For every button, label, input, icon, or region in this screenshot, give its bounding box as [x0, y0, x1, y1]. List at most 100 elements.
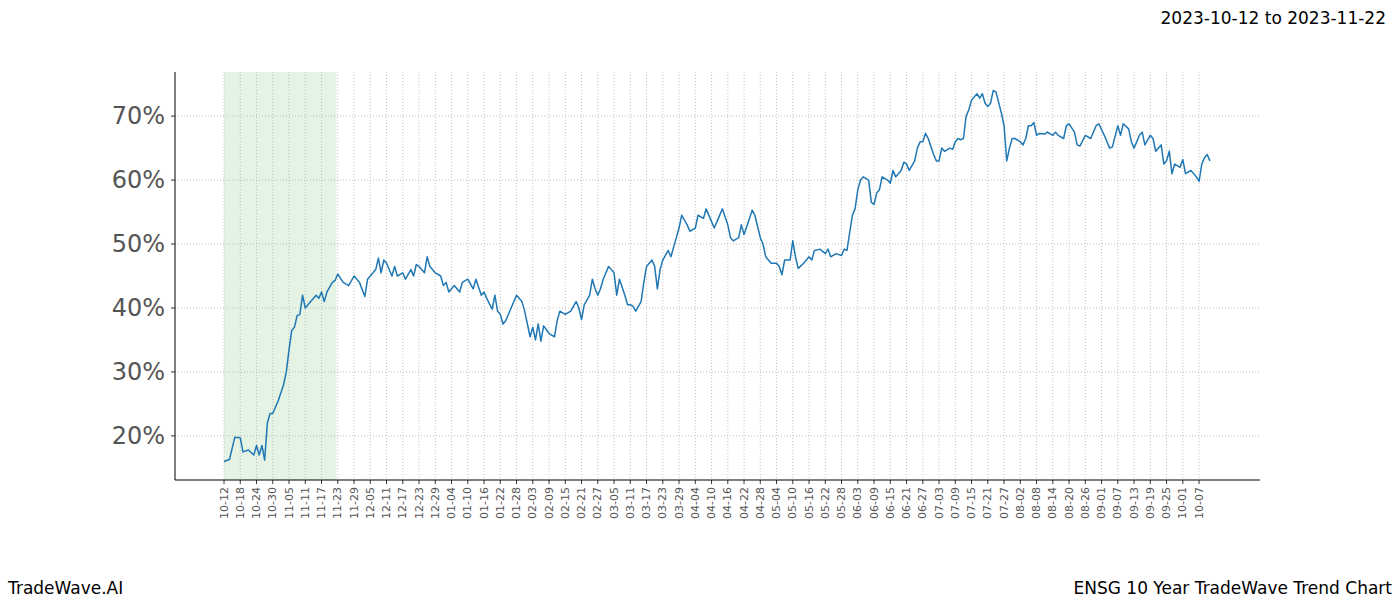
x-tick: [1199, 480, 1200, 484]
x-tick: [500, 480, 501, 484]
x-grid-line: [630, 72, 631, 480]
y-tick: [171, 180, 175, 181]
x-tick: [1150, 480, 1151, 484]
x-tick-label: 06-27: [916, 487, 929, 519]
chart-container: 20%30%40%50%60%70%10-1210-1810-2410-3011…: [0, 0, 1400, 600]
x-grid-line: [484, 72, 485, 480]
x-tick: [451, 480, 452, 484]
x-tick: [825, 480, 826, 484]
x-tick-label: 05-04: [770, 487, 783, 519]
x-grid-line: [1052, 72, 1053, 480]
x-grid-line: [516, 72, 517, 480]
x-tick: [1101, 480, 1102, 484]
trend-line: [224, 91, 1210, 462]
x-tick-label: 12-23: [413, 487, 426, 519]
x-tick: [256, 480, 257, 484]
x-grid-line: [841, 72, 842, 480]
x-grid-line: [1166, 72, 1167, 480]
source: TradeWave.AI: [7, 578, 123, 598]
x-grid-line: [955, 72, 956, 480]
x-tick-label: 06-09: [868, 487, 881, 519]
x-tick: [337, 480, 338, 484]
x-tick-label: 01-04: [445, 487, 458, 519]
x-grid-line: [1020, 72, 1021, 480]
x-tick: [321, 480, 322, 484]
x-grid-line: [597, 72, 598, 480]
x-tick: [549, 480, 550, 484]
y-tick: [171, 116, 175, 117]
x-tick-label: 03-17: [640, 487, 653, 519]
x-grid-line: [890, 72, 891, 480]
x-tick: [565, 480, 566, 484]
x-tick: [841, 480, 842, 484]
x-tick-label: 09-01: [1095, 487, 1108, 519]
y-tick-label: 50%: [112, 230, 165, 258]
x-tick: [890, 480, 891, 484]
y-tick-label: 30%: [112, 358, 165, 386]
x-grid-line: [1199, 72, 1200, 480]
x-tick-label: 03-11: [624, 487, 637, 519]
x-tick: [305, 480, 306, 484]
x-grid-line: [760, 72, 761, 480]
x-tick-label: 04-22: [738, 487, 751, 519]
x-tick: [581, 480, 582, 484]
x-tick: [402, 480, 403, 484]
x-tick: [614, 480, 615, 484]
x-grid-line: [809, 72, 810, 480]
x-grid-line: [679, 72, 680, 480]
x-tick: [1085, 480, 1086, 484]
x-tick-label: 08-20: [1063, 487, 1076, 519]
x-tick: [955, 480, 956, 484]
x-tick-label: 06-15: [884, 487, 897, 519]
x-tick-label: 05-10: [786, 487, 799, 519]
x-tick: [1117, 480, 1118, 484]
x-grid-line: [1182, 72, 1183, 480]
caption: ENSG 10 Year TradeWave Trend Chart: [1073, 578, 1392, 598]
x-grid-line: [939, 72, 940, 480]
title: 2023-10-12 to 2023-11-22: [1161, 8, 1386, 28]
x-grid-line: [1069, 72, 1070, 480]
x-grid-line: [1085, 72, 1086, 480]
x-tick: [240, 480, 241, 484]
highlight-band: [224, 72, 336, 480]
x-tick: [597, 480, 598, 484]
x-tick-label: 12-29: [429, 487, 442, 519]
x-tick-label: 09-07: [1111, 487, 1124, 519]
x-grid-line: [906, 72, 907, 480]
y-tick: [171, 371, 175, 372]
x-tick-label: 05-28: [835, 487, 848, 519]
x-grid-line: [987, 72, 988, 480]
x-tick: [711, 480, 712, 484]
x-tick: [1004, 480, 1005, 484]
x-tick-label: 07-09: [949, 487, 962, 519]
x-tick-label: 02-27: [591, 487, 604, 519]
y-axis-line: [175, 72, 176, 480]
x-tick-label: 01-22: [494, 487, 507, 519]
line-group: [224, 91, 1210, 462]
x-tick-label: 10-24: [250, 487, 263, 519]
x-grid-line: [727, 72, 728, 480]
x-tick-label: 10-01: [1176, 487, 1189, 519]
y-ticks: 20%30%40%50%60%70%: [112, 102, 175, 450]
x-tick-label: 06-03: [851, 487, 864, 519]
x-tick: [386, 480, 387, 484]
x-grid-line: [500, 72, 501, 480]
x-tick-label: 07-03: [933, 487, 946, 519]
x-tick: [727, 480, 728, 484]
x-grid-line: [386, 72, 387, 480]
x-tick: [646, 480, 647, 484]
x-tick-label: 07-27: [998, 487, 1011, 519]
x-tick-label: 05-16: [803, 487, 816, 519]
x-tick-label: 11-11: [299, 487, 312, 519]
x-grid-line: [224, 72, 225, 480]
x-tick-label: 02-15: [559, 487, 572, 519]
x-tick-label: 02-21: [575, 487, 588, 519]
x-tick: [760, 480, 761, 484]
x-grid-line: [565, 72, 566, 480]
x-tick-label: 09-19: [1144, 487, 1157, 519]
x-grid-line: [1150, 72, 1151, 480]
x-grid-line: [402, 72, 403, 480]
x-grid-line: [419, 72, 420, 480]
background: [0, 0, 1400, 600]
x-tick-label: 06-21: [900, 487, 913, 519]
